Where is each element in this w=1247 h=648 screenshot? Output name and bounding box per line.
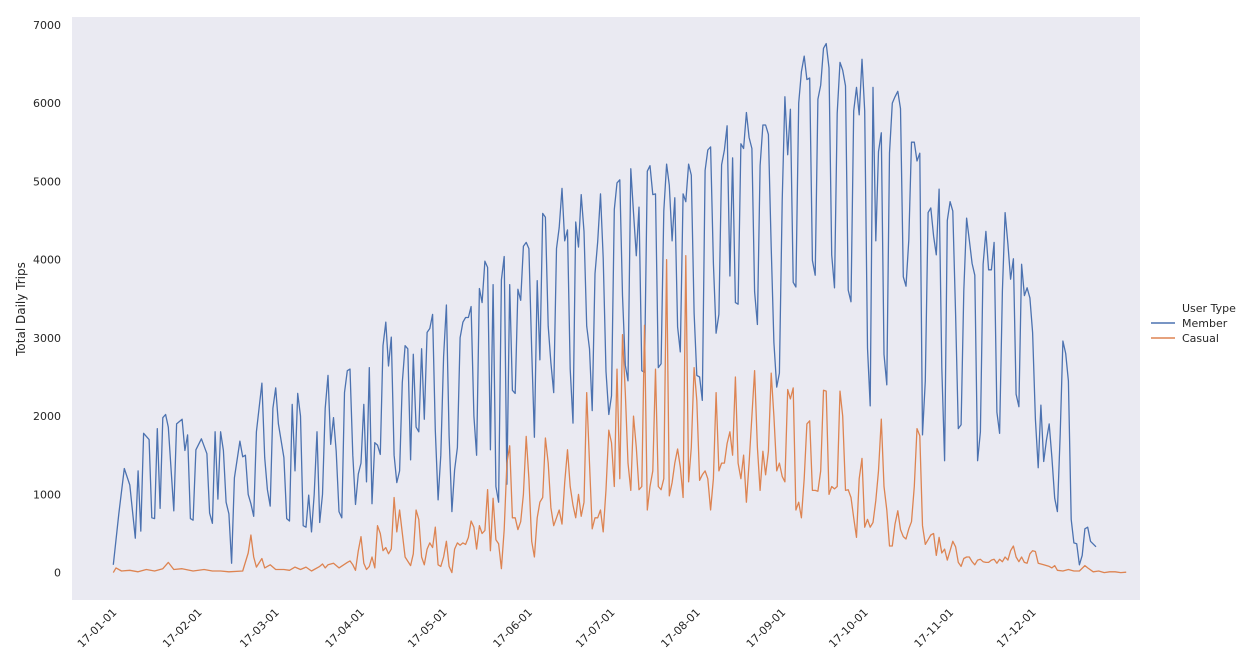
series-line-casual [112,255,1127,574]
x-tick-label: 17-05-01 [405,606,450,648]
series-line-member [112,42,1097,566]
y-axis-title: Total Daily Trips [14,262,28,357]
x-tick-label: 17-09-01 [744,606,789,648]
x-axis: 17-01-01 17-02-01 17-03-01 17-04-01 17-05-01… [75,606,1039,648]
x-tick-label: 17-01-01 [75,606,120,648]
y-tick-label: 7000 [33,19,61,32]
plot-area [72,17,1140,600]
y-tick-label: 1000 [33,488,61,501]
legend-label-member: Member [1182,317,1228,330]
x-tick-label: 17-10-01 [826,606,871,648]
y-tick-label: 0 [54,567,61,580]
x-tick-label: 17-06-01 [491,606,536,648]
x-tick-label: 17-03-01 [237,606,282,648]
y-tick-label: 6000 [33,97,61,110]
y-tick-label: 2000 [33,410,61,423]
legend-label-casual: Casual [1182,332,1219,345]
y-tick-label: 3000 [33,332,61,345]
series-lines [112,42,1127,574]
legend-title: User Type [1182,302,1236,315]
x-tick-label: 17-12-01 [994,606,1039,648]
legend: User Type Member Casual [1151,302,1236,345]
y-tick-label: 5000 [33,175,61,188]
x-tick-label: 17-11-01 [912,606,957,648]
x-tick-label: 17-08-01 [658,606,703,648]
x-tick-label: 17-02-01 [160,606,205,648]
y-tick-label: 4000 [33,254,61,267]
y-axis: 0 1000 2000 3000 4000 5000 6000 7000 [33,19,61,580]
x-tick-label: 17-07-01 [573,606,618,648]
x-tick-label: 17-04-01 [323,606,368,648]
